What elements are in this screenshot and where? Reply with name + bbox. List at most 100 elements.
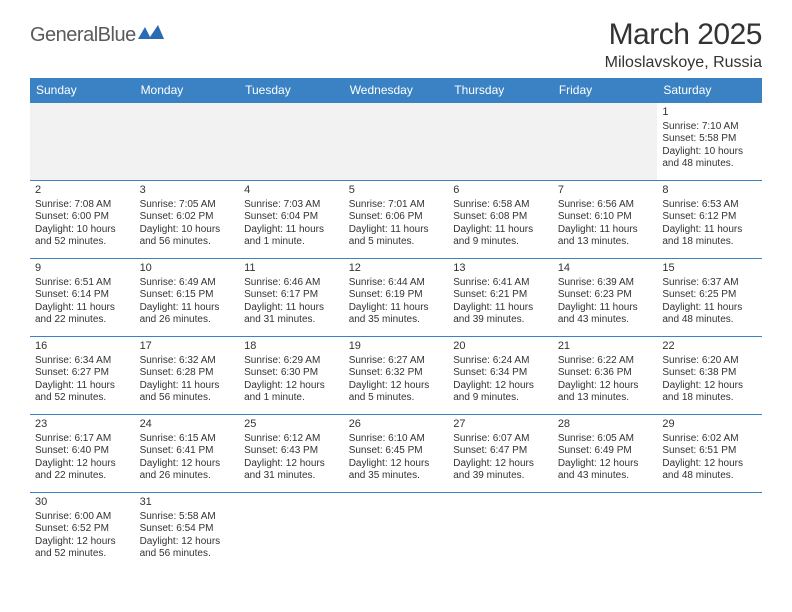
cell-text: and 26 minutes. [140,314,235,327]
title-block: March 2025 Miloslavskoye, Russia [605,18,762,72]
day-number: 29 [662,418,757,432]
page-title: March 2025 [605,18,762,52]
cell-text: Sunset: 6:51 PM [662,445,757,458]
cell-text: Sunrise: 6:44 AM [349,277,444,290]
cell-text: Daylight: 12 hours [453,458,548,471]
logo-text-general: General [30,24,98,46]
cell-text: Daylight: 12 hours [662,380,757,393]
cell-text: Sunset: 6:47 PM [453,445,548,458]
calendar-cell [448,103,553,181]
cell-text: and 39 minutes. [453,470,548,483]
day-number: 2 [35,184,130,198]
cell-text: Daylight: 11 hours [244,224,339,237]
calendar-cell [239,493,344,571]
calendar-cell: 29Sunrise: 6:02 AMSunset: 6:51 PMDayligh… [657,415,762,493]
calendar-cell [553,103,658,181]
calendar-cell [448,493,553,571]
cell-text: Sunset: 6:14 PM [35,289,130,302]
cell-text: Sunset: 6:17 PM [244,289,339,302]
cell-text: and 9 minutes. [453,236,548,249]
cell-text: Sunrise: 7:01 AM [349,199,444,212]
day-header: Saturday [657,78,762,103]
cell-text: Sunrise: 6:53 AM [662,199,757,212]
calendar-cell: 30Sunrise: 6:00 AMSunset: 6:52 PMDayligh… [30,493,135,571]
cell-text: Sunrise: 6:41 AM [453,277,548,290]
cell-text: Sunset: 6:43 PM [244,445,339,458]
day-number: 27 [453,418,548,432]
calendar-cell: 21Sunrise: 6:22 AMSunset: 6:36 PMDayligh… [553,337,658,415]
cell-text: and 43 minutes. [558,314,653,327]
day-number: 20 [453,340,548,354]
calendar-cell: 4Sunrise: 7:03 AMSunset: 6:04 PMDaylight… [239,181,344,259]
day-number: 8 [662,184,757,198]
day-number: 9 [35,262,130,276]
cell-text: Daylight: 12 hours [662,458,757,471]
cell-text: Sunrise: 6:51 AM [35,277,130,290]
day-header: Friday [553,78,658,103]
day-number: 7 [558,184,653,198]
logo: GeneralBlue [30,24,164,47]
calendar-cell: 12Sunrise: 6:44 AMSunset: 6:19 PMDayligh… [344,259,449,337]
cell-text: Sunset: 6:40 PM [35,445,130,458]
cell-text: and 48 minutes. [662,470,757,483]
cell-text: Daylight: 12 hours [453,380,548,393]
logo-text-blue: Blue [98,24,136,46]
cell-text: Sunrise: 6:24 AM [453,355,548,368]
calendar-cell [30,103,135,181]
day-header: Tuesday [239,78,344,103]
cell-text: and 18 minutes. [662,236,757,249]
cell-text: and 31 minutes. [244,470,339,483]
cell-text: Daylight: 12 hours [140,536,235,549]
cell-text: Sunset: 6:10 PM [558,211,653,224]
calendar-cell: 10Sunrise: 6:49 AMSunset: 6:15 PMDayligh… [135,259,240,337]
cell-text: Sunrise: 6:37 AM [662,277,757,290]
day-number: 6 [453,184,548,198]
cell-text: and 22 minutes. [35,470,130,483]
cell-text: Sunrise: 6:17 AM [35,433,130,446]
cell-text: Daylight: 11 hours [662,302,757,315]
day-number: 4 [244,184,339,198]
cell-text: Daylight: 12 hours [244,380,339,393]
cell-text: Daylight: 11 hours [453,224,548,237]
cell-text: and 1 minute. [244,392,339,405]
calendar-cell [135,103,240,181]
cell-text: Sunrise: 6:34 AM [35,355,130,368]
cell-text: Sunset: 6:12 PM [662,211,757,224]
cell-text: Sunrise: 6:20 AM [662,355,757,368]
calendar-cell: 27Sunrise: 6:07 AMSunset: 6:47 PMDayligh… [448,415,553,493]
cell-text: and 52 minutes. [35,392,130,405]
cell-text: and 43 minutes. [558,470,653,483]
cell-text: Sunrise: 6:49 AM [140,277,235,290]
cell-text: and 35 minutes. [349,470,444,483]
cell-text: Sunrise: 6:46 AM [244,277,339,290]
calendar-cell: 6Sunrise: 6:58 AMSunset: 6:08 PMDaylight… [448,181,553,259]
calendar-cell: 1Sunrise: 7:10 AMSunset: 5:58 PMDaylight… [657,103,762,181]
day-number: 14 [558,262,653,276]
cell-text: Sunrise: 6:58 AM [453,199,548,212]
calendar-table: SundayMondayTuesdayWednesdayThursdayFrid… [30,78,762,571]
cell-text: Sunset: 6:25 PM [662,289,757,302]
day-number: 19 [349,340,444,354]
cell-text: and 5 minutes. [349,236,444,249]
cell-text: Sunset: 6:34 PM [453,367,548,380]
calendar-cell: 25Sunrise: 6:12 AMSunset: 6:43 PMDayligh… [239,415,344,493]
calendar-cell: 11Sunrise: 6:46 AMSunset: 6:17 PMDayligh… [239,259,344,337]
cell-text: and 13 minutes. [558,236,653,249]
cell-text: Daylight: 11 hours [558,302,653,315]
cell-text: Daylight: 12 hours [558,380,653,393]
cell-text: Sunrise: 7:10 AM [662,121,757,134]
calendar-cell: 8Sunrise: 6:53 AMSunset: 6:12 PMDaylight… [657,181,762,259]
cell-text: Daylight: 11 hours [349,302,444,315]
location-label: Miloslavskoye, Russia [605,54,762,72]
cell-text: Sunset: 6:08 PM [453,211,548,224]
cell-text: Daylight: 11 hours [453,302,548,315]
cell-text: Daylight: 11 hours [349,224,444,237]
logo-text: GeneralBlue [30,24,136,47]
cell-text: Daylight: 11 hours [140,380,235,393]
cell-text: Sunrise: 5:58 AM [140,511,235,524]
cell-text: and 1 minute. [244,236,339,249]
cell-text: and 13 minutes. [558,392,653,405]
cell-text: Sunrise: 6:07 AM [453,433,548,446]
calendar-cell: 9Sunrise: 6:51 AMSunset: 6:14 PMDaylight… [30,259,135,337]
calendar-body: 1Sunrise: 7:10 AMSunset: 5:58 PMDaylight… [30,103,762,571]
